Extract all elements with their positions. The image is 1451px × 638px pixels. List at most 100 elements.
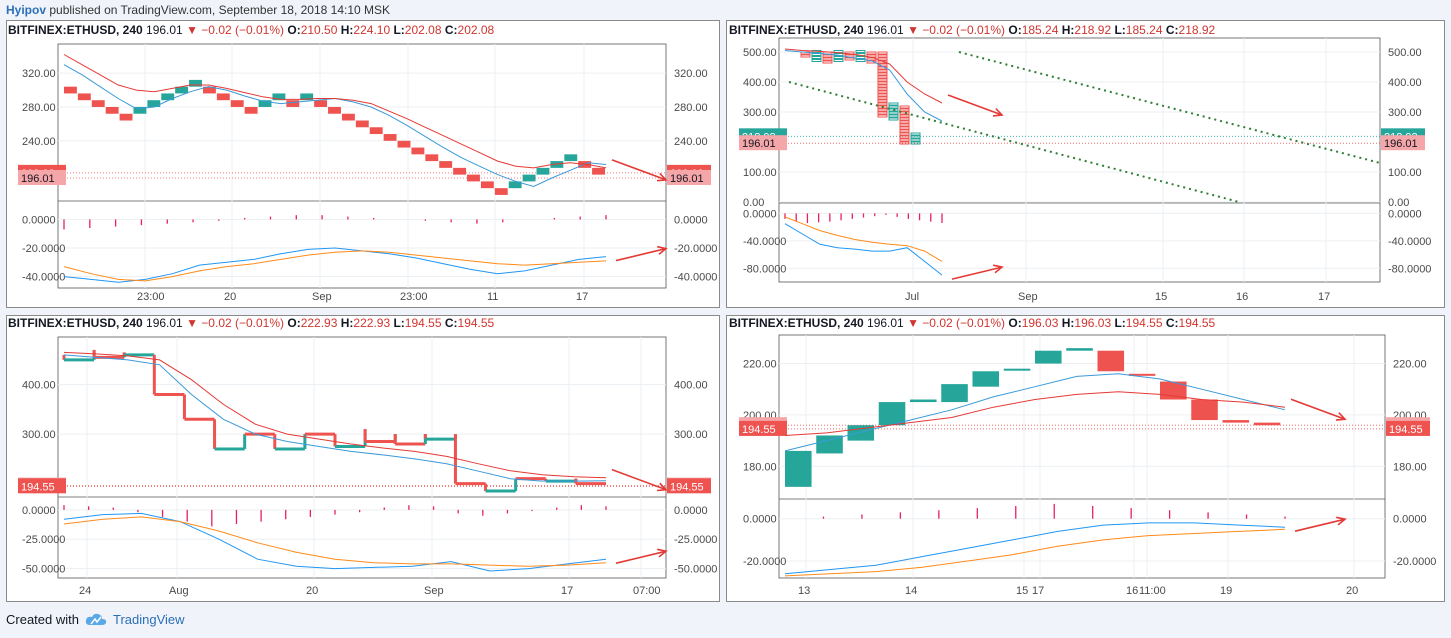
panel2-pnf-box	[811, 56, 822, 59]
panel4-time-tick: 15	[1016, 585, 1028, 597]
panel1-renko-brick	[286, 100, 300, 107]
panel2-macd-tick-left: -80.0000	[743, 263, 786, 275]
panel3-macd-line	[63, 512, 607, 572]
panel3-time-tick: 24	[79, 585, 91, 597]
panel1-renko-brick	[161, 93, 175, 101]
panel2-price-badge-left-text: 196.01	[742, 138, 776, 150]
panel4-candle	[816, 435, 843, 454]
panel2-price-arrow	[947, 94, 1003, 116]
panel3-time-tick: 20	[306, 585, 318, 597]
panel1-macd-line	[63, 247, 607, 283]
panel2-pnf-box	[855, 50, 866, 53]
panel4-c-label: C:	[1166, 316, 1179, 330]
panel4-time-tick: 11:00	[1139, 585, 1166, 597]
panel3-c: 194.55	[458, 316, 495, 330]
panel2-pnf-box	[899, 129, 910, 133]
panel2-pnf-box	[877, 102, 888, 106]
panel1-l-label: L:	[393, 23, 404, 37]
panel2-pnf-box	[910, 132, 921, 136]
panel4-macd-tick-left: 0.0000	[743, 514, 777, 526]
panel4-price: 196.01	[867, 316, 907, 330]
panel1-renko-brick	[508, 181, 522, 189]
panel3-macd-tick-left: 0.0000	[22, 505, 56, 517]
panel4-time-tick: 17	[1032, 585, 1044, 597]
panel2-macd-tick-left: -40.0000	[743, 236, 786, 248]
panel1-macd-tick-left: 0.0000	[22, 214, 56, 226]
panel2-pnf-box	[899, 132, 910, 136]
panel1-symbol: BITFINEX:ETHUSD, 240 196.01 ▼ −0.02 (−0.…	[8, 23, 495, 37]
panel3-o: 222.93	[301, 316, 341, 330]
panel2-down-icon: ▼	[907, 23, 922, 37]
panel1-macd-tick: 0.0000	[674, 214, 708, 226]
panel2-pnf-box	[877, 78, 888, 82]
panel1-price-tick: 320.00	[674, 68, 708, 80]
chart-panel-3[interactable]	[6, 315, 720, 602]
panel1-o: 210.50	[301, 23, 341, 37]
tradingview-cloud-icon	[85, 613, 107, 625]
panel3-plot-frame	[57, 336, 667, 579]
panel2-macd-tick: -40.0000	[1388, 236, 1431, 248]
panel3-ma-fast	[63, 354, 607, 482]
chart-panel-4[interactable]	[726, 315, 1445, 602]
panel1-ma-slow	[63, 54, 607, 169]
panel2-change: −0.02 (−0.01%)	[922, 23, 1008, 37]
panel3-macd-tick: 0.0000	[674, 505, 708, 517]
panel1-macd-arrow-head	[657, 245, 668, 255]
panel1-renko-brick	[147, 100, 161, 107]
panel4-price-badge-right	[1386, 420, 1430, 436]
panel1-c-label: C:	[445, 23, 458, 37]
panel4-candle	[785, 450, 812, 487]
panel4-candle	[1191, 399, 1218, 421]
panel2-pnf-box	[899, 117, 910, 121]
panel1-price-badge-right	[667, 170, 711, 186]
panel2-price-badge-right	[1381, 135, 1425, 151]
panel2-pnf-box	[877, 75, 888, 79]
panel2-price-tick: 300.00	[1388, 107, 1422, 119]
author-name[interactable]: Hyipov	[6, 3, 47, 17]
panel1-price: 196.01	[146, 23, 186, 37]
panel2-pnf-box	[910, 135, 921, 139]
panel1-price-arrow	[611, 159, 667, 181]
panel2-macd-tick: -80.0000	[1388, 263, 1431, 275]
panel1-renko-brick	[453, 167, 467, 175]
panel4-time-tick: 13	[798, 585, 810, 597]
panel4-o-label: O:	[1008, 316, 1021, 330]
panel2-time-tick: 16	[1236, 291, 1248, 303]
panel4-symbol: BITFINEX:ETHUSD, 240 196.01 ▼ −0.02 (−0.…	[729, 316, 1216, 330]
panel4-candle	[1253, 422, 1281, 426]
panel1-renko-brick	[369, 127, 383, 135]
panel4-plot-frame	[778, 334, 1386, 579]
panel2-macd-tick: 0.0000	[1388, 208, 1422, 220]
panel2-ma-slow	[784, 48, 943, 104]
panel4-macd-tick-left: -20.0000	[743, 556, 786, 568]
panel4-c: 194.55	[1179, 316, 1216, 330]
panel1-price-tick: 240.00	[674, 136, 708, 148]
chart-panel-2[interactable]	[726, 20, 1445, 308]
panel1-o-label: O:	[287, 23, 300, 37]
panel2-ma-fast	[784, 50, 943, 122]
panel4-change: −0.02 (−0.01%)	[922, 316, 1008, 330]
panel2-pnf-box	[855, 59, 866, 62]
panel2-pnf-box	[888, 117, 899, 121]
panel2-pnf-box	[888, 114, 899, 118]
panel4-l: 194.55	[1126, 316, 1166, 330]
panel1-c: 202.08	[458, 23, 495, 37]
panel2-pnf-box	[888, 102, 899, 106]
panel1-price-arrow-head	[656, 172, 668, 182]
panel1-renko-brick	[494, 188, 508, 195]
panel1-renko-brick	[564, 154, 578, 162]
panel2-pnf-box	[877, 84, 888, 88]
tradingview-brand[interactable]: TradingView	[112, 612, 185, 627]
panel2-pnf-box	[822, 54, 833, 58]
panel2-price-tick: 400.00	[1388, 77, 1422, 89]
panel4-macd-arrow	[1294, 518, 1346, 532]
panel1-time-tick: 17	[576, 291, 588, 303]
panel1-macd-tick-left: -40.0000	[22, 272, 65, 284]
panel2-price-arrow-head	[992, 107, 1004, 117]
panel3-l-label: L:	[393, 316, 404, 330]
panel2-c-label: C:	[1166, 23, 1179, 37]
panel3-time-tick: Sep	[424, 585, 444, 597]
panel1-time-tick: 11	[487, 291, 498, 303]
panel2-o-label: O:	[1008, 23, 1021, 37]
